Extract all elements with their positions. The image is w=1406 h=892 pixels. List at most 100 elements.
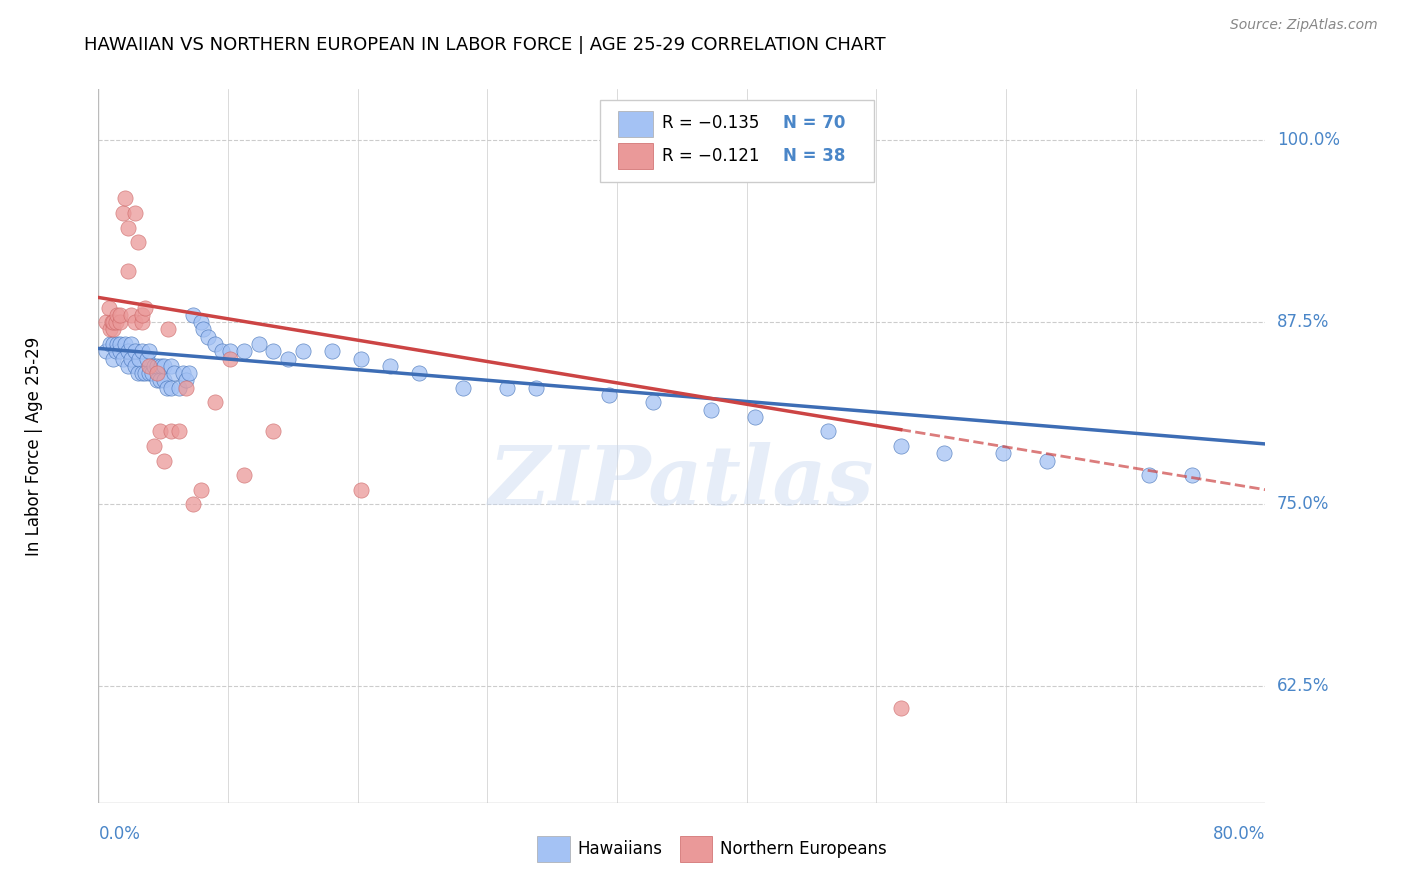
FancyBboxPatch shape (537, 837, 569, 862)
Text: R = −0.121: R = −0.121 (662, 147, 759, 165)
Text: 87.5%: 87.5% (1277, 313, 1330, 331)
Point (641, 395, 664, 409)
Point (172, 366, 194, 380)
FancyBboxPatch shape (600, 100, 875, 182)
Point (117, 344, 139, 359)
Point (127, 366, 149, 380)
Text: 80.0%: 80.0% (1213, 824, 1265, 843)
Point (131, 308, 153, 322)
Point (233, 468, 256, 483)
Point (131, 315, 153, 329)
Point (190, 483, 212, 497)
Text: Northern Europeans: Northern Europeans (720, 840, 887, 858)
Point (181, 497, 204, 511)
Point (181, 308, 204, 322)
Point (142, 359, 165, 373)
Point (350, 351, 373, 366)
Point (277, 351, 299, 366)
Point (744, 409, 766, 424)
Point (131, 344, 153, 359)
Point (110, 337, 132, 351)
Point (101, 315, 124, 329)
Point (193, 322, 215, 336)
Point (890, 439, 912, 453)
Text: ZIPatlas: ZIPatlas (489, 442, 875, 522)
Point (890, 701, 912, 715)
Point (160, 381, 183, 395)
Point (153, 359, 176, 373)
Point (135, 351, 157, 366)
Point (105, 308, 128, 322)
Point (153, 374, 176, 388)
Point (100, 315, 122, 329)
Point (149, 374, 172, 388)
Point (167, 381, 190, 395)
Point (1181, 468, 1204, 483)
Text: HAWAIIAN VS NORTHERN EUROPEAN IN LABOR FORCE | AGE 25-29 CORRELATION CHART: HAWAIIAN VS NORTHERN EUROPEAN IN LABOR F… (84, 36, 886, 54)
Point (110, 315, 132, 329)
Point (150, 359, 173, 373)
Point (101, 322, 124, 336)
Point (167, 425, 190, 439)
Point (114, 337, 136, 351)
Text: Hawaiians: Hawaiians (576, 840, 662, 858)
Point (138, 359, 160, 373)
Point (120, 351, 142, 366)
Point (112, 206, 135, 220)
Point (247, 337, 270, 351)
Point (177, 366, 200, 380)
Point (117, 264, 139, 278)
Point (101, 337, 124, 351)
Point (117, 220, 139, 235)
Point (110, 344, 132, 359)
Point (124, 206, 146, 220)
Text: In Labor Force | Age 25-29: In Labor Force | Age 25-29 (25, 336, 44, 556)
Point (98, 322, 121, 336)
Point (105, 337, 128, 351)
Point (127, 235, 149, 249)
Point (380, 359, 402, 373)
Point (451, 381, 474, 395)
Text: 75.0%: 75.0% (1277, 495, 1330, 513)
Point (101, 351, 124, 366)
Point (134, 366, 156, 380)
Point (174, 374, 197, 388)
Point (120, 308, 142, 322)
Point (218, 351, 240, 366)
Point (174, 381, 197, 395)
Point (291, 344, 314, 359)
Text: 0.0%: 0.0% (98, 824, 141, 843)
Point (204, 395, 226, 409)
Text: 62.5%: 62.5% (1277, 677, 1330, 695)
Point (262, 425, 284, 439)
Point (149, 425, 172, 439)
Point (104, 344, 127, 359)
Point (160, 359, 183, 373)
Point (817, 425, 839, 439)
Point (146, 374, 169, 388)
Text: N = 70: N = 70 (783, 114, 846, 132)
Point (134, 301, 156, 315)
Point (94, 315, 117, 329)
Point (114, 191, 136, 205)
Point (934, 446, 956, 460)
Point (156, 381, 179, 395)
FancyBboxPatch shape (617, 143, 652, 169)
Point (142, 439, 165, 453)
Point (496, 381, 519, 395)
Text: N = 38: N = 38 (783, 147, 846, 165)
Point (97, 301, 120, 315)
Point (598, 388, 620, 402)
Point (1137, 468, 1160, 483)
FancyBboxPatch shape (617, 111, 652, 137)
Point (524, 381, 547, 395)
Point (408, 366, 430, 380)
Point (128, 351, 150, 366)
Point (138, 366, 160, 380)
Point (117, 359, 139, 373)
Point (146, 359, 169, 373)
Point (124, 359, 146, 373)
Point (163, 366, 186, 380)
Point (146, 366, 169, 380)
Point (104, 315, 127, 329)
